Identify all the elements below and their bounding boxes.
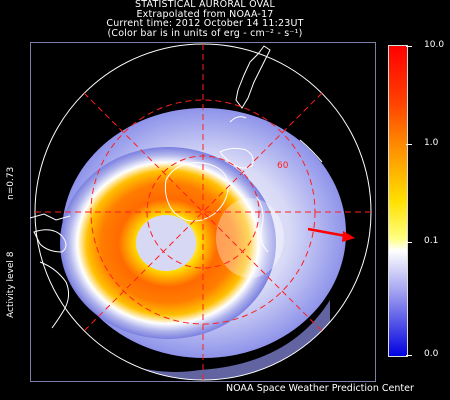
colorbar-tick-mark-1: [406, 46, 412, 47]
colorbar-tick-label-4: 0.0: [424, 349, 439, 359]
graticule: [35, 44, 371, 380]
colorbar-tick-label-3: 0.1: [424, 236, 439, 246]
title-line-1: STATISTICAL AURORAL OVAL: [135, 0, 275, 10]
map-frame: [30, 42, 376, 382]
colorbar-tick-mark-2: [406, 144, 412, 145]
colorbar-tick-mark-3: [406, 242, 412, 243]
aurora-oval: [60, 147, 284, 339]
title-line-2: Extrapolated from NOAA-17: [136, 8, 274, 20]
coastlines: [29, 45, 323, 329]
colorbar-tick-label-2: 1.0: [424, 138, 439, 148]
title-line-4: (Color bar is in units of erg - cm⁻² - s…: [107, 27, 303, 39]
colorbar-tick-mark-4: [406, 355, 412, 356]
footer-credit: NOAA Space Weather Prediction Center: [226, 383, 414, 394]
colorbar: [388, 45, 408, 357]
latitude-label: 60: [277, 161, 289, 171]
title-block: STATISTICAL AURORAL OVAL Extrapolated fr…: [0, 0, 410, 38]
sun-direction-arrow: [307, 227, 355, 242]
colorbar-tick-label-1: 10.0: [424, 40, 445, 50]
title-line-3: Current time: 2012 October 14 11:23UT: [106, 18, 304, 29]
